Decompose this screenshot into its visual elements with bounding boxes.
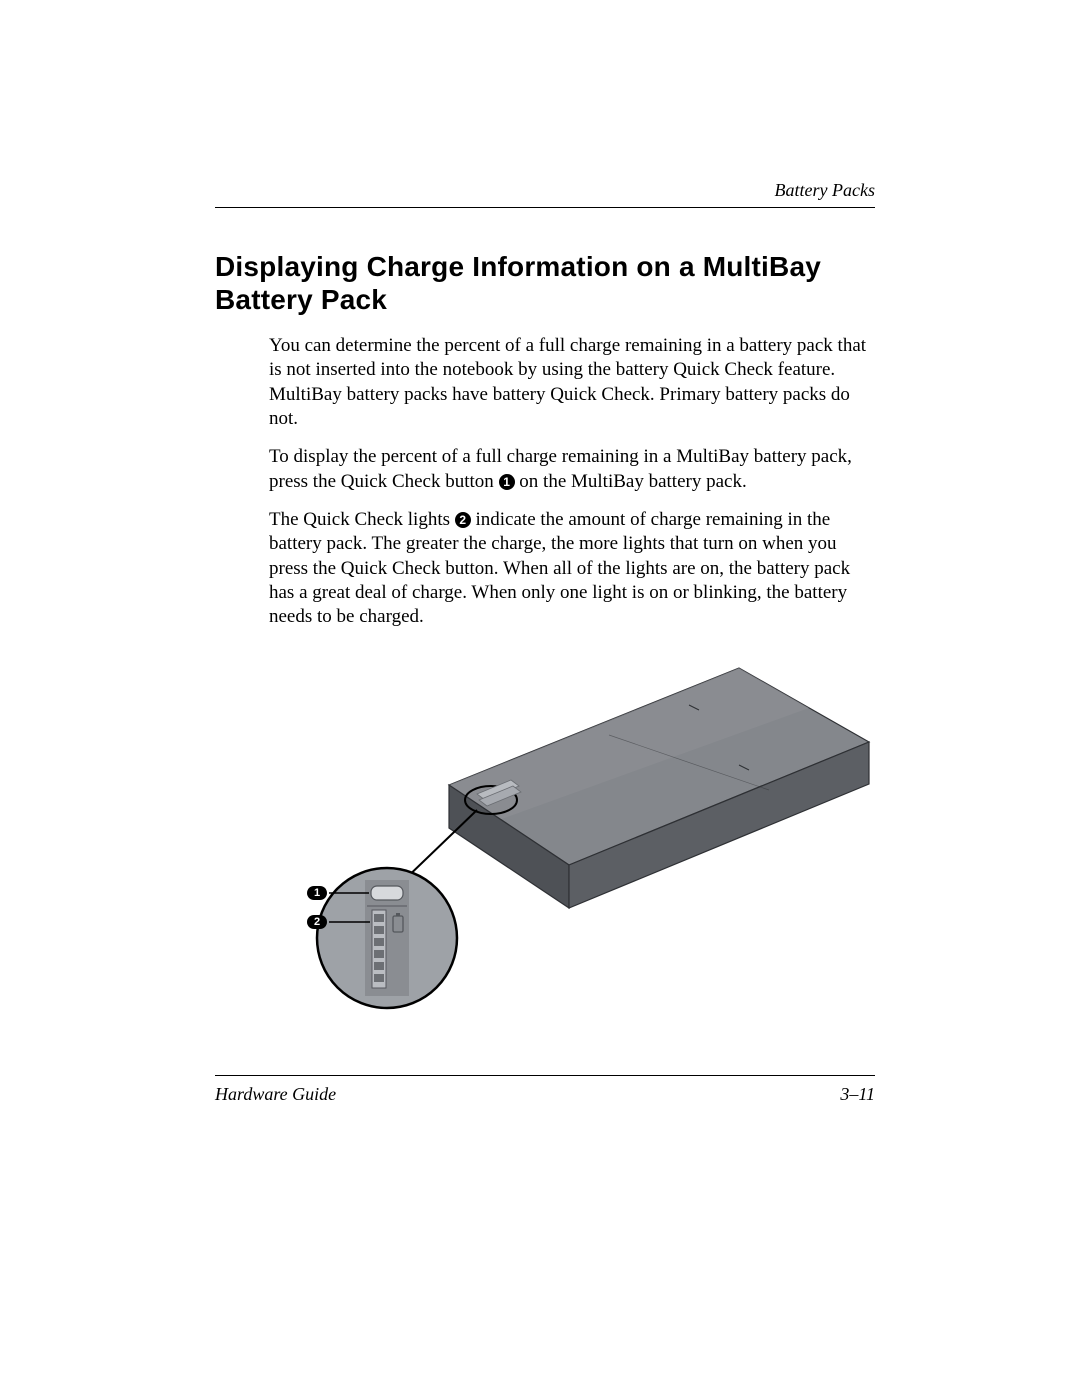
page-footer: Hardware Guide 3–11 [215,1075,875,1105]
battery-figure: 1 2 [269,650,875,1020]
paragraph-2: To display the percent of a full charge … [269,445,875,494]
paragraph-1: You can determine the percent of a full … [269,334,875,431]
callout-inline-2-icon: 2 [455,512,471,528]
footer-left: Hardware Guide [215,1084,336,1105]
header-section: Battery Packs [775,180,875,200]
paragraph-3: The Quick Check lights 2 indicate the am… [269,508,875,630]
callout-label-1: 1 [307,886,327,900]
page-header: Battery Packs [215,180,875,208]
footer-right: 3–11 [840,1084,875,1105]
callout-inline-1-icon: 1 [499,474,515,490]
battery-illustration [269,650,875,1020]
callout-label-2: 2 [307,915,327,929]
body-text: You can determine the percent of a full … [269,334,875,629]
page-title: Displaying Charge Information on a Multi… [215,250,875,316]
